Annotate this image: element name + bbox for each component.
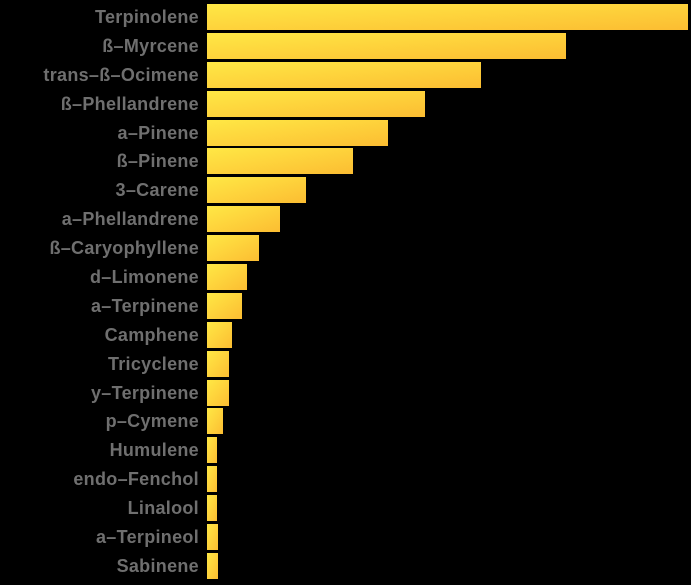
bar	[207, 148, 353, 175]
bar-track	[207, 350, 691, 377]
bar-label: ß–Myrcene	[102, 35, 199, 56]
bar	[207, 235, 259, 262]
bar	[207, 119, 388, 146]
bar-track	[207, 408, 691, 435]
bar-track	[207, 466, 691, 493]
bar-track	[207, 148, 691, 175]
bar	[207, 437, 217, 464]
bar	[207, 32, 566, 59]
bar-track	[207, 495, 691, 522]
bar-label: Humulene	[109, 440, 199, 461]
chart-row: Humulene	[0, 437, 691, 464]
bar	[207, 292, 242, 319]
chart-row: trans–ß–Ocimene	[0, 61, 691, 88]
bar-label: a–Pinene	[117, 122, 199, 143]
bar-label: trans–ß–Ocimene	[43, 64, 199, 85]
chart-row: 3–Carene	[0, 177, 691, 204]
bar-track	[207, 524, 691, 551]
chart-row: ß–Caryophyllene	[0, 235, 691, 262]
bar-label: ß–Pinene	[116, 151, 199, 172]
bar	[207, 61, 481, 88]
bar-label: Terpinolene	[95, 7, 199, 27]
bar	[207, 466, 217, 493]
chart-row: endo–Fenchol	[0, 466, 691, 493]
chart-row: a–Terpineol	[0, 524, 691, 551]
chart-row: a–Terpinene	[0, 292, 691, 319]
bar-track	[207, 552, 691, 579]
chart-row: y–Terpinene	[0, 379, 691, 406]
bar-track	[207, 206, 691, 233]
bar-label: y–Terpinene	[90, 382, 199, 403]
chart-row: Linalool	[0, 495, 691, 522]
chart-row: d–Limonene	[0, 264, 691, 291]
chart-row: p–Cymene	[0, 408, 691, 435]
bar	[207, 90, 425, 117]
bar-label: 3–Carene	[115, 180, 199, 201]
bar	[207, 379, 229, 406]
bar-label: a–Phellandrene	[61, 209, 199, 230]
chart-row: ß–Pinene	[0, 148, 691, 175]
bar	[207, 321, 232, 348]
chart-row: Terpinolene	[0, 4, 691, 30]
bar-track	[207, 321, 691, 348]
bar-label: Camphene	[104, 324, 199, 345]
bar	[207, 4, 688, 30]
bar	[207, 495, 217, 522]
bar-track	[207, 177, 691, 204]
bar-track	[207, 437, 691, 464]
bar	[207, 177, 306, 204]
chart-row: Sabinene	[0, 552, 691, 579]
bar-track	[207, 61, 691, 88]
bar-track	[207, 90, 691, 117]
bar-track	[207, 119, 691, 146]
bar-label: Sabinene	[116, 555, 199, 576]
chart-row: a–Pinene	[0, 119, 691, 146]
bar-label: a–Terpineol	[96, 527, 199, 548]
chart-row: ß–Myrcene	[0, 32, 691, 59]
bar-track	[207, 235, 691, 262]
bar	[207, 264, 247, 291]
bar-label: ß–Phellandrene	[60, 93, 199, 114]
bar-label: a–Terpinene	[90, 295, 199, 316]
bar-track	[207, 292, 691, 319]
chart-row: a–Phellandrene	[0, 206, 691, 233]
bar-label: d–Limonene	[89, 267, 199, 288]
chart-row: Camphene	[0, 321, 691, 348]
bar-track	[207, 4, 691, 30]
bar-label: Tricyclene	[107, 353, 199, 374]
bar	[207, 206, 280, 233]
bar-track	[207, 264, 691, 291]
bar-label: Linalool	[127, 498, 199, 519]
bar	[207, 552, 218, 579]
chart-row: Tricyclene	[0, 350, 691, 377]
chart-row: ß–Phellandrene	[0, 90, 691, 117]
bar-label: p–Cymene	[105, 411, 199, 432]
bar	[207, 350, 229, 377]
bar	[207, 524, 218, 551]
bar-label: endo–Fenchol	[73, 469, 199, 490]
bar-track	[207, 379, 691, 406]
bar-track	[207, 32, 691, 59]
bar-label: ß–Caryophyllene	[49, 238, 199, 259]
bar	[207, 408, 223, 435]
